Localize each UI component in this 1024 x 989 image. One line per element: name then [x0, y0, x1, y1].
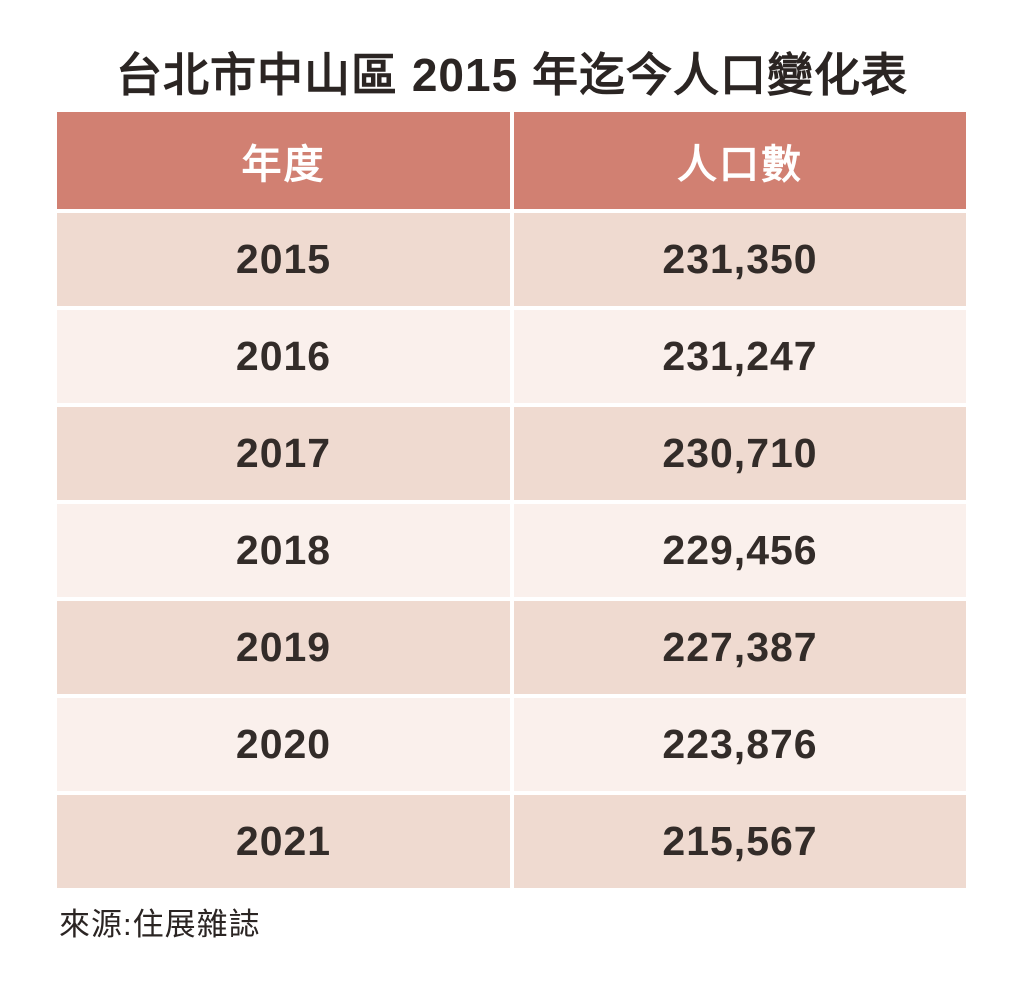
table-grid: 年度 人口數 2015 231,350 2016 231,247 2017 23… [57, 112, 966, 888]
table-cell-year: 2016 [57, 310, 510, 403]
table-cell-population: 230,710 [514, 407, 966, 500]
table-cell-population: 231,350 [514, 213, 966, 306]
table-cell-population: 215,567 [514, 795, 966, 888]
table-cell-population: 227,387 [514, 601, 966, 694]
column-header-year: 年度 [57, 112, 510, 209]
table-cell-year: 2021 [57, 795, 510, 888]
table-cell-population: 223,876 [514, 698, 966, 791]
page-title: 台北市中山區 2015 年迄今人口變化表 [116, 49, 908, 101]
table-cell-year: 2015 [57, 213, 510, 306]
table-cell-year: 2020 [57, 698, 510, 791]
table-cell-year: 2019 [57, 601, 510, 694]
table-cell-population: 229,456 [514, 504, 966, 597]
table-cell-year: 2018 [57, 504, 510, 597]
column-header-population: 人口數 [514, 112, 966, 209]
source-caption: 來源:住展雜誌 [59, 907, 261, 942]
table-cell-year: 2017 [57, 407, 510, 500]
population-table: 年度 人口數 2015 231,350 2016 231,247 2017 23… [57, 112, 966, 888]
table-cell-population: 231,247 [514, 310, 966, 403]
